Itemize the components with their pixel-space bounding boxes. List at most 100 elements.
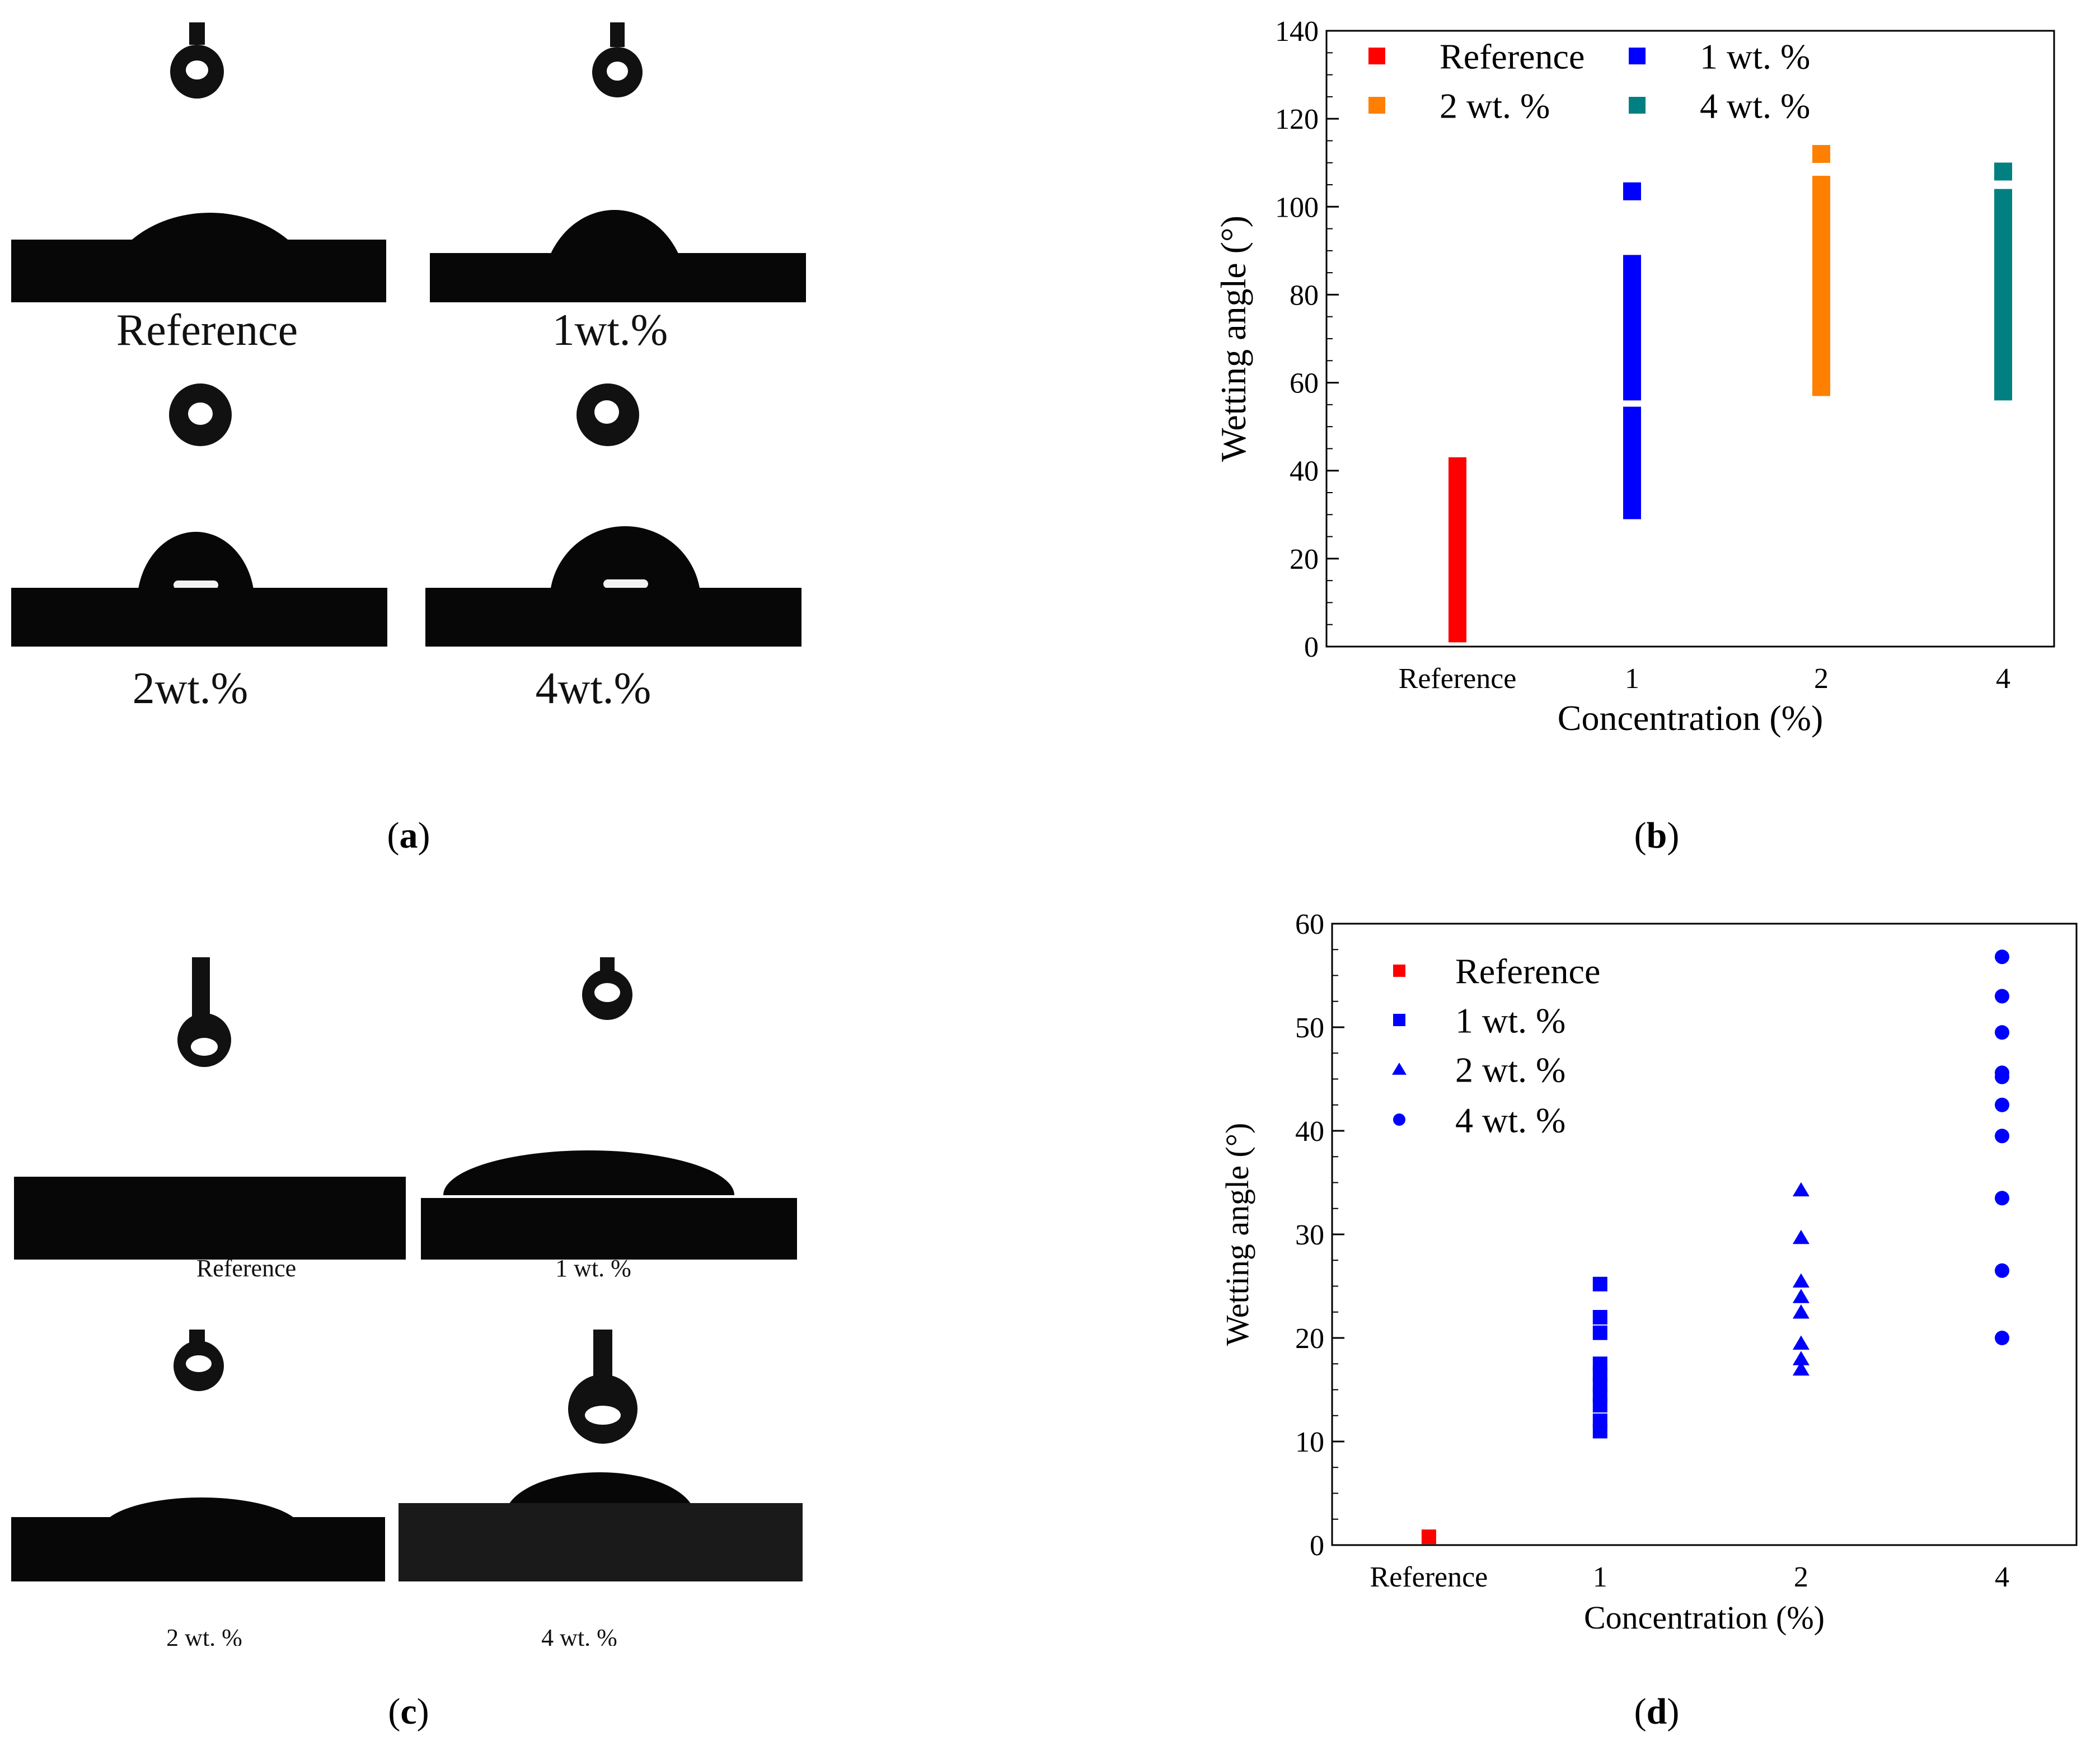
image-label-2wt-c: 2 wt. % [166,1624,242,1646]
y-tick-label: 10 [1295,1426,1324,1458]
data-point [1792,1335,1810,1350]
legend-marker [1629,97,1646,114]
chart-d: 0 10 20 30 40 50 60 Reference 1 2 4 Concentration (… [1219,909,2078,1636]
droplet-image-1wt-c [421,957,797,1260]
legend-label: 2 wt. % [1455,1050,1565,1089]
data-point [1592,1356,1607,1372]
data-point [1449,472,1466,491]
data-point [1592,1310,1607,1325]
y-tick-label: 40 [1290,456,1319,488]
droplet-image-reference-c [14,957,406,1260]
chart-b: 0 20 40 60 80 100 120 140 Reference 1 2 4 Concentrat… [1213,16,2055,738]
x-tick-label: 1 [1593,1561,1607,1593]
data-point [1592,1325,1607,1340]
image-label-1wt-c: 1 wt. % [555,1255,631,1282]
data-point [1623,422,1641,440]
data-point [1812,145,1830,163]
data-point [1792,1361,1810,1376]
panel-label-a: (a) [387,815,430,856]
y-tick-label: 0 [1304,631,1319,663]
panel-label-c: (c) [388,1691,429,1732]
x-tick-label: Reference [1399,663,1517,695]
data-point [1995,1191,2009,1206]
y-tick-label: 60 [1290,368,1319,400]
x-tick-label: Reference [1370,1561,1488,1593]
data-point [1995,1129,2009,1144]
legend-label: Reference [1455,951,1600,991]
droplet-image-reference [11,22,386,302]
droplet-image-2wt [11,372,387,647]
data-point [1995,1025,2009,1040]
droplet-image-4wt-c [399,1330,803,1581]
y-axis-label: Wetting angle (°) [1213,216,1253,462]
y-tick-label: 20 [1290,544,1319,575]
image-label-reference-c: Reference [196,1255,297,1282]
image-label-2wt: 2wt.% [132,664,249,713]
x-tick-label: 2 [1814,663,1829,695]
data-point [1592,1276,1607,1291]
image-label-1wt: 1wt.% [552,306,668,355]
image-label-4wt-c: 4 wt. % [541,1624,617,1646]
y-tick-label: 50 [1295,1012,1324,1044]
legend-label: 2 wt. % [1440,86,1550,125]
legend-marker [1368,97,1385,114]
image-label-4wt: 4wt.% [535,664,651,713]
legend-label: 4 wt. % [1455,1100,1565,1140]
droplet-image-2wt-c [11,1330,385,1581]
data-point [1995,1331,2009,1345]
y-tick-label: 100 [1275,191,1319,223]
data-point [1995,1065,2009,1080]
y-tick-label: 40 [1295,1116,1324,1148]
droplet-image-1wt [430,22,806,302]
legend-label: 1 wt. % [1700,36,1810,76]
data-point [1792,1351,1810,1365]
data-point [1592,1414,1607,1428]
y-tick-label: 60 [1295,909,1324,940]
y-tick-label: 80 [1290,279,1319,311]
panel-label-d: (d) [1634,1691,1680,1732]
legend-marker [1368,48,1385,64]
data-point [1623,255,1641,273]
y-tick-label: 140 [1275,16,1319,48]
data-point [1995,989,2009,1004]
x-tick-label: 4 [1996,663,2010,695]
droplet-image-4wt [425,372,801,647]
data-point [1812,176,1830,194]
data-point [1994,162,2012,181]
legend-marker [1393,1113,1405,1126]
data-point [1792,1182,1810,1197]
legend-label: Reference [1440,36,1585,76]
x-tick-label: 4 [1995,1561,2009,1593]
panel-label-b: (b) [1634,815,1680,856]
legend-marker [1393,1014,1405,1026]
panel-a-photographs: Reference 1wt.% 2wt.% 4wt.% [0,0,828,784]
y-tick-label: 30 [1295,1219,1324,1251]
data-point [1792,1304,1810,1319]
legend-label: 4 wt. % [1700,86,1810,125]
x-axis-label: Concentration (%) [1558,698,1824,738]
data-point [1812,207,1830,224]
data-point [1792,1273,1810,1288]
data-point [1995,949,2009,965]
legend-marker [1393,965,1405,977]
data-point [1449,457,1466,475]
y-tick-label: 120 [1275,104,1319,135]
data-point [1623,406,1641,425]
y-axis-label: Wetting angle (°) [1219,1123,1255,1346]
data-point [1792,1229,1810,1244]
plot-frame [1325,30,2055,648]
x-axis-label: Concentration (%) [1584,1599,1825,1636]
y-tick-label: 0 [1310,1530,1324,1562]
x-tick-label: 1 [1625,663,1639,695]
data-point [1995,1097,2009,1112]
data-point [1995,1263,2009,1278]
data-point [1623,182,1641,200]
legend-marker [1629,48,1646,64]
panel-c-photographs: Reference 1 wt. % 2 wt. % 4 wt. % [0,918,828,1646]
plot-frame [1331,923,2078,1546]
data-point [1421,1529,1436,1545]
data-point [1994,189,2012,207]
image-label-reference: Reference [116,306,298,355]
legend-marker [1392,1063,1407,1075]
